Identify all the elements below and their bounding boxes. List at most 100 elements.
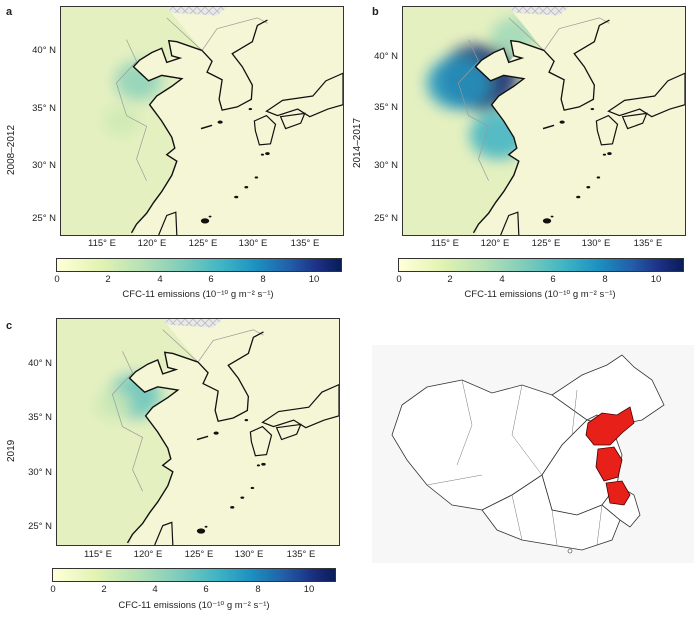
colorbar-title-a: CFC-11 emissions (10⁻¹⁰ g m⁻² s⁻¹): [122, 289, 274, 300]
period-label-c: 2019: [6, 439, 17, 462]
korea-outline: [201, 19, 268, 111]
ytick-label: 35° N: [28, 412, 52, 423]
korea-outline: [197, 331, 264, 423]
panel-letter-a: a: [6, 6, 13, 18]
colorbar-a: [56, 258, 342, 272]
china-coastline: [126, 351, 199, 544]
province-borders: [111, 329, 264, 492]
island: [265, 152, 270, 155]
ytick-label: 30° N: [28, 467, 52, 478]
colorbar-tick: 10: [650, 274, 662, 285]
colorbar-c: [52, 568, 336, 582]
emission-hotspot: [102, 105, 141, 137]
colorbar-tick: 4: [157, 274, 163, 285]
island: [576, 195, 581, 199]
island: [200, 218, 210, 224]
island: [260, 153, 265, 156]
colorbar-tick: 6: [550, 274, 556, 285]
map-svg: [57, 319, 339, 545]
xtick-label: 120° E: [133, 549, 163, 560]
ytick-label: 40° N: [32, 45, 56, 56]
island: [230, 506, 235, 509]
colorbar-tick: 0: [50, 584, 56, 595]
province-borders: [115, 17, 268, 181]
colorbar-tick: 2: [447, 274, 453, 285]
ytick-label: 30° N: [32, 160, 56, 171]
china-coastal-land: [57, 319, 198, 545]
island: [261, 462, 266, 466]
emission-map-a: [60, 6, 344, 236]
xtick-label: 115° E: [84, 549, 112, 560]
china-province-map: [372, 345, 694, 563]
map-svg: [61, 7, 343, 235]
china-coastline: [472, 39, 545, 234]
colorbar-tick: 6: [208, 274, 214, 285]
island: [590, 107, 595, 111]
highlight-province-north: [585, 406, 635, 446]
xtick-label: 135° E: [286, 549, 316, 560]
korea-outline: [543, 19, 610, 111]
china-coastline: [130, 39, 203, 234]
emission-map-c: [56, 318, 340, 546]
xtick-label: 120° E: [137, 238, 167, 249]
island: [240, 496, 245, 499]
colorbar-tick: 8: [602, 274, 608, 285]
xtick-label: 120° E: [480, 238, 510, 249]
ytick-label: 40° N: [374, 51, 398, 62]
ytick-label: 35° N: [374, 102, 398, 113]
panel-letter-b: b: [372, 6, 379, 18]
colorbar-tick: 0: [54, 274, 60, 285]
island: [254, 176, 259, 179]
xtick-label: 130° E: [238, 238, 268, 249]
china-outline-svg: [391, 354, 665, 554]
ytick-label: 30° N: [374, 160, 398, 171]
island: [586, 186, 591, 189]
colorbar-tick: 6: [203, 584, 209, 595]
island: [596, 176, 601, 179]
colorbar-tick: 10: [308, 274, 320, 285]
colorbar-tick: 10: [303, 584, 315, 595]
panel-letter-c: c: [6, 320, 13, 332]
taiwan-outline: [158, 211, 178, 235]
island: [234, 195, 239, 199]
island: [248, 107, 253, 111]
colorbar-tick: 4: [499, 274, 505, 285]
island: [244, 419, 249, 422]
xtick-label: 115° E: [88, 238, 116, 249]
colorbar-tick: 4: [152, 584, 158, 595]
province-borders: [457, 17, 610, 181]
ytick-label: 25° N: [374, 213, 398, 224]
china-north: [551, 354, 665, 426]
xtick-label: 135° E: [633, 238, 663, 249]
colorbar-tick: 2: [105, 274, 111, 285]
island: [542, 218, 552, 224]
ytick-label: 25° N: [28, 521, 52, 532]
highlight-province-east: [605, 480, 631, 506]
xtick-label: 130° E: [581, 238, 611, 249]
hainan-island: [567, 548, 573, 554]
ytick-label: 40° N: [28, 358, 52, 369]
taiwan-outline: [154, 521, 174, 545]
xtick-label: 130° E: [234, 549, 264, 560]
island: [602, 153, 607, 156]
island: [204, 525, 208, 528]
island: [256, 464, 261, 467]
island: [559, 120, 565, 124]
colorbar-tick: 2: [101, 584, 107, 595]
island: [244, 186, 249, 189]
colorbar-title-b: CFC-11 emissions (10⁻¹⁰ g m⁻² s⁻¹): [464, 289, 616, 300]
xtick-label: 135° E: [290, 238, 320, 249]
island: [217, 120, 223, 124]
island: [213, 431, 219, 435]
xtick-label: 125° E: [531, 238, 561, 249]
ytick-label: 35° N: [32, 103, 56, 114]
colorbar-b: [398, 258, 684, 272]
xtick-label: 125° E: [184, 549, 214, 560]
island: [196, 528, 206, 534]
xtick-label: 115° E: [431, 238, 459, 249]
japan-outline: [249, 383, 339, 457]
colorbar-tick: 0: [396, 274, 402, 285]
emission-map-b: [402, 6, 686, 236]
colorbar-tick: 8: [260, 274, 266, 285]
highlight-province-central: [595, 446, 623, 482]
